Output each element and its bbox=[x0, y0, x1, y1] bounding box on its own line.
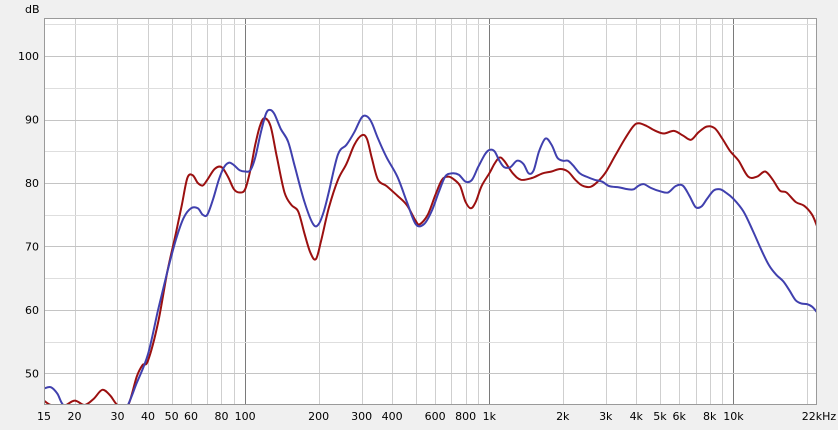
x-tick-label: 40 bbox=[141, 410, 155, 423]
y-tick-label: 50 bbox=[25, 367, 39, 380]
x-tick-label: 100 bbox=[235, 410, 256, 423]
x-tick-label: 20 bbox=[68, 410, 82, 423]
x-tick-label: 30 bbox=[110, 410, 124, 423]
x-tick-label: 8k bbox=[703, 410, 717, 423]
y-tick-labels: 50 60 70 80 90 100 bbox=[18, 50, 39, 380]
plot-border bbox=[44, 18, 817, 405]
x-tick-label: 400 bbox=[382, 410, 403, 423]
x-tick-label: 15 bbox=[37, 410, 51, 423]
x-tick-label: 3k bbox=[599, 410, 613, 423]
x-tick-label: 50 bbox=[165, 410, 179, 423]
y-tick-label: 70 bbox=[25, 240, 39, 253]
x-tick-label: 1k bbox=[483, 410, 497, 423]
x-tick-label: 4k bbox=[630, 410, 644, 423]
x-tick-label: 10k bbox=[723, 410, 744, 423]
x-tick-label: 22kHz bbox=[802, 410, 837, 423]
x-tick-label: 5k bbox=[653, 410, 667, 423]
y-tick-label: 100 bbox=[18, 50, 39, 63]
y-tick-label: 90 bbox=[25, 114, 39, 127]
series-line-1 bbox=[44, 117, 817, 405]
y-tick-label: 60 bbox=[25, 304, 39, 317]
x-tick-label: 200 bbox=[308, 410, 329, 423]
x-tick-label: 80 bbox=[214, 410, 228, 423]
x-tick-label: 800 bbox=[455, 410, 476, 423]
x-tick-labels: 15 20 30 40 50 60 80 100 200 300 400 600 800 1k 2k 3k 4k… bbox=[37, 410, 836, 423]
x-tick-label: 2k bbox=[556, 410, 570, 423]
grid bbox=[44, 18, 817, 405]
x-tick-label: 60 bbox=[184, 410, 198, 423]
x-tick-label: 300 bbox=[351, 410, 372, 423]
y-tick-label: 80 bbox=[25, 177, 39, 190]
series-layer bbox=[44, 108, 817, 405]
y-axis-unit-label: dB bbox=[25, 3, 40, 16]
series-line-2 bbox=[44, 108, 817, 405]
x-tick-label: 6k bbox=[673, 410, 687, 423]
x-tick-label: 600 bbox=[425, 410, 446, 423]
